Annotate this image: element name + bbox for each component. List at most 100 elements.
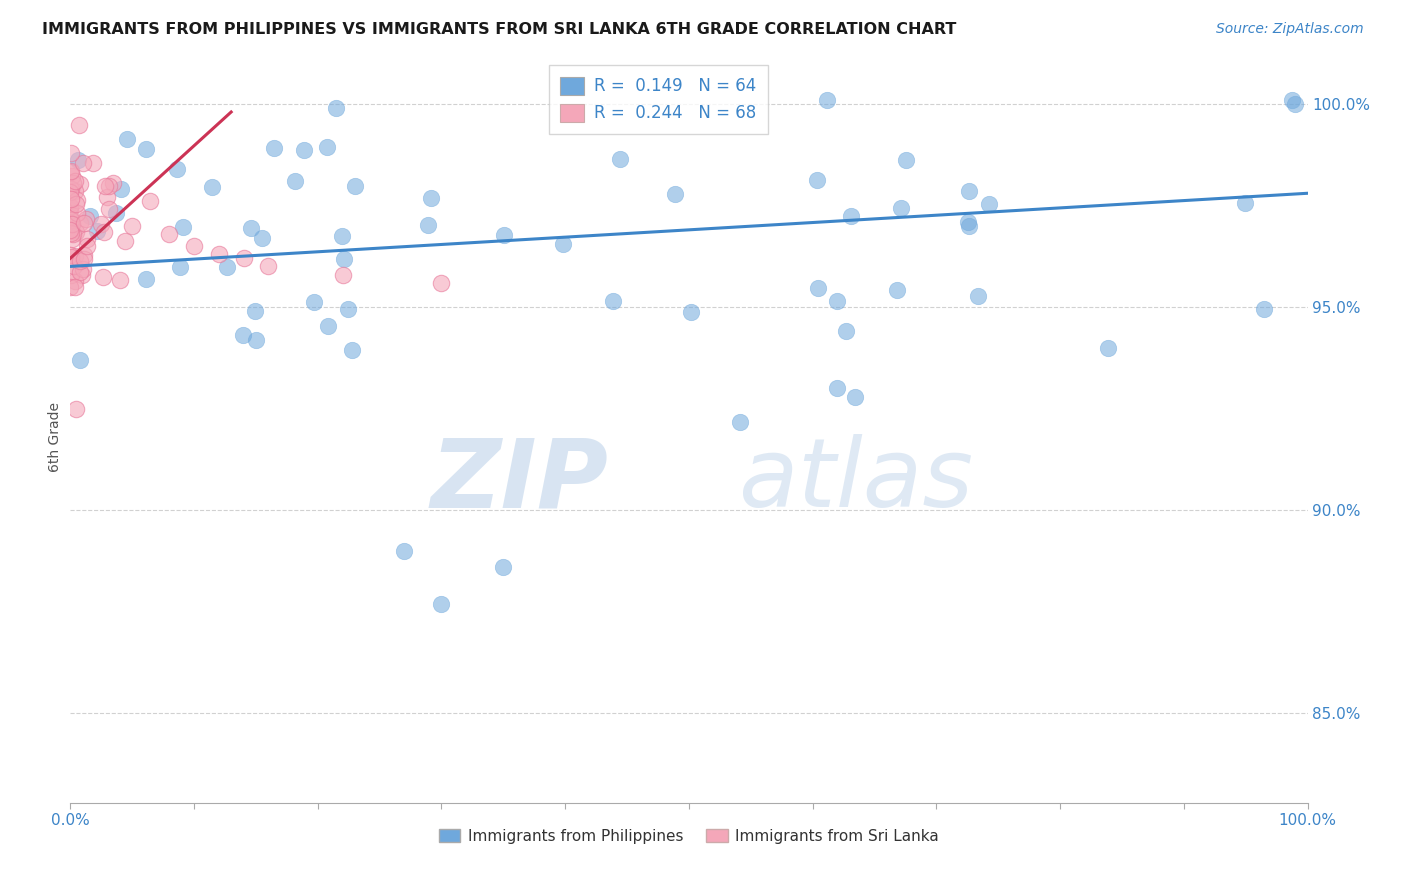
Point bbox=[67, 153, 90, 168]
Point bbox=[292, 143, 315, 157]
Point bbox=[60, 268, 83, 282]
Point bbox=[977, 197, 1000, 211]
Point bbox=[728, 416, 751, 430]
Point bbox=[60, 169, 83, 183]
Point bbox=[257, 260, 280, 274]
Point bbox=[215, 260, 238, 275]
Point bbox=[839, 209, 862, 223]
Point bbox=[825, 293, 848, 308]
Point bbox=[59, 199, 82, 213]
Point bbox=[115, 132, 138, 146]
Point bbox=[330, 228, 353, 243]
Point bbox=[93, 179, 115, 194]
Point bbox=[69, 177, 91, 191]
Point bbox=[59, 216, 82, 230]
Point bbox=[76, 238, 98, 252]
Point bbox=[98, 179, 121, 194]
Point bbox=[806, 173, 828, 187]
Point bbox=[63, 249, 86, 263]
Point bbox=[65, 197, 87, 211]
Point bbox=[63, 279, 86, 293]
Point bbox=[69, 352, 91, 367]
Point bbox=[844, 390, 866, 404]
Point bbox=[93, 270, 115, 285]
Point bbox=[72, 262, 94, 277]
Point bbox=[492, 228, 515, 243]
Point bbox=[59, 200, 82, 214]
Point bbox=[76, 211, 98, 226]
Point bbox=[1284, 96, 1306, 111]
Point bbox=[316, 318, 339, 333]
Point bbox=[889, 201, 911, 215]
Point bbox=[59, 213, 82, 227]
Point bbox=[430, 597, 453, 611]
Point bbox=[957, 219, 980, 233]
Point bbox=[135, 142, 157, 156]
Point bbox=[60, 226, 83, 240]
Point bbox=[1253, 302, 1275, 317]
Point bbox=[59, 224, 82, 238]
Point bbox=[103, 176, 125, 190]
Point bbox=[333, 252, 356, 266]
Text: atlas: atlas bbox=[738, 434, 973, 527]
Point bbox=[139, 194, 162, 209]
Point bbox=[239, 221, 262, 235]
Point bbox=[609, 152, 631, 166]
Point bbox=[59, 146, 82, 161]
Point bbox=[62, 227, 84, 241]
Point bbox=[1234, 196, 1257, 211]
Point bbox=[430, 276, 453, 290]
Point bbox=[284, 174, 307, 188]
Point bbox=[60, 217, 83, 231]
Point bbox=[1281, 93, 1303, 107]
Point bbox=[815, 93, 838, 107]
Point bbox=[65, 401, 87, 416]
Point bbox=[59, 248, 82, 262]
Point bbox=[166, 161, 188, 176]
Point bbox=[835, 324, 858, 338]
Point bbox=[243, 304, 266, 318]
Point bbox=[79, 209, 101, 223]
Point bbox=[337, 301, 360, 316]
Point bbox=[250, 231, 273, 245]
Point bbox=[110, 182, 132, 196]
Point bbox=[59, 211, 82, 225]
Point bbox=[86, 224, 108, 238]
Point bbox=[420, 191, 443, 205]
Point bbox=[73, 216, 96, 230]
Point bbox=[66, 193, 89, 207]
Point bbox=[59, 223, 82, 237]
Point bbox=[59, 186, 82, 200]
Point bbox=[492, 560, 515, 574]
Point bbox=[679, 305, 702, 319]
Point bbox=[302, 295, 325, 310]
Point bbox=[98, 202, 121, 216]
Point bbox=[59, 165, 82, 179]
Text: ZIP: ZIP bbox=[430, 434, 609, 527]
Point bbox=[108, 273, 131, 287]
Point bbox=[394, 544, 416, 558]
Point bbox=[63, 259, 86, 273]
Point bbox=[59, 192, 82, 206]
Point bbox=[73, 252, 96, 266]
Point bbox=[263, 141, 285, 155]
Point bbox=[602, 293, 624, 308]
Point bbox=[1097, 341, 1119, 355]
Point bbox=[96, 190, 118, 204]
Point bbox=[172, 219, 194, 234]
Point bbox=[344, 179, 367, 194]
Point bbox=[135, 272, 157, 286]
Point bbox=[69, 216, 91, 230]
Point bbox=[69, 254, 91, 268]
Point bbox=[157, 227, 180, 241]
Point bbox=[76, 232, 98, 246]
Point bbox=[62, 232, 84, 246]
Point bbox=[59, 279, 82, 293]
Point bbox=[121, 219, 143, 233]
Point bbox=[169, 260, 191, 274]
Point bbox=[553, 236, 575, 251]
Point bbox=[72, 156, 94, 170]
Point bbox=[967, 289, 990, 303]
Point bbox=[63, 274, 86, 288]
Point bbox=[114, 234, 136, 248]
